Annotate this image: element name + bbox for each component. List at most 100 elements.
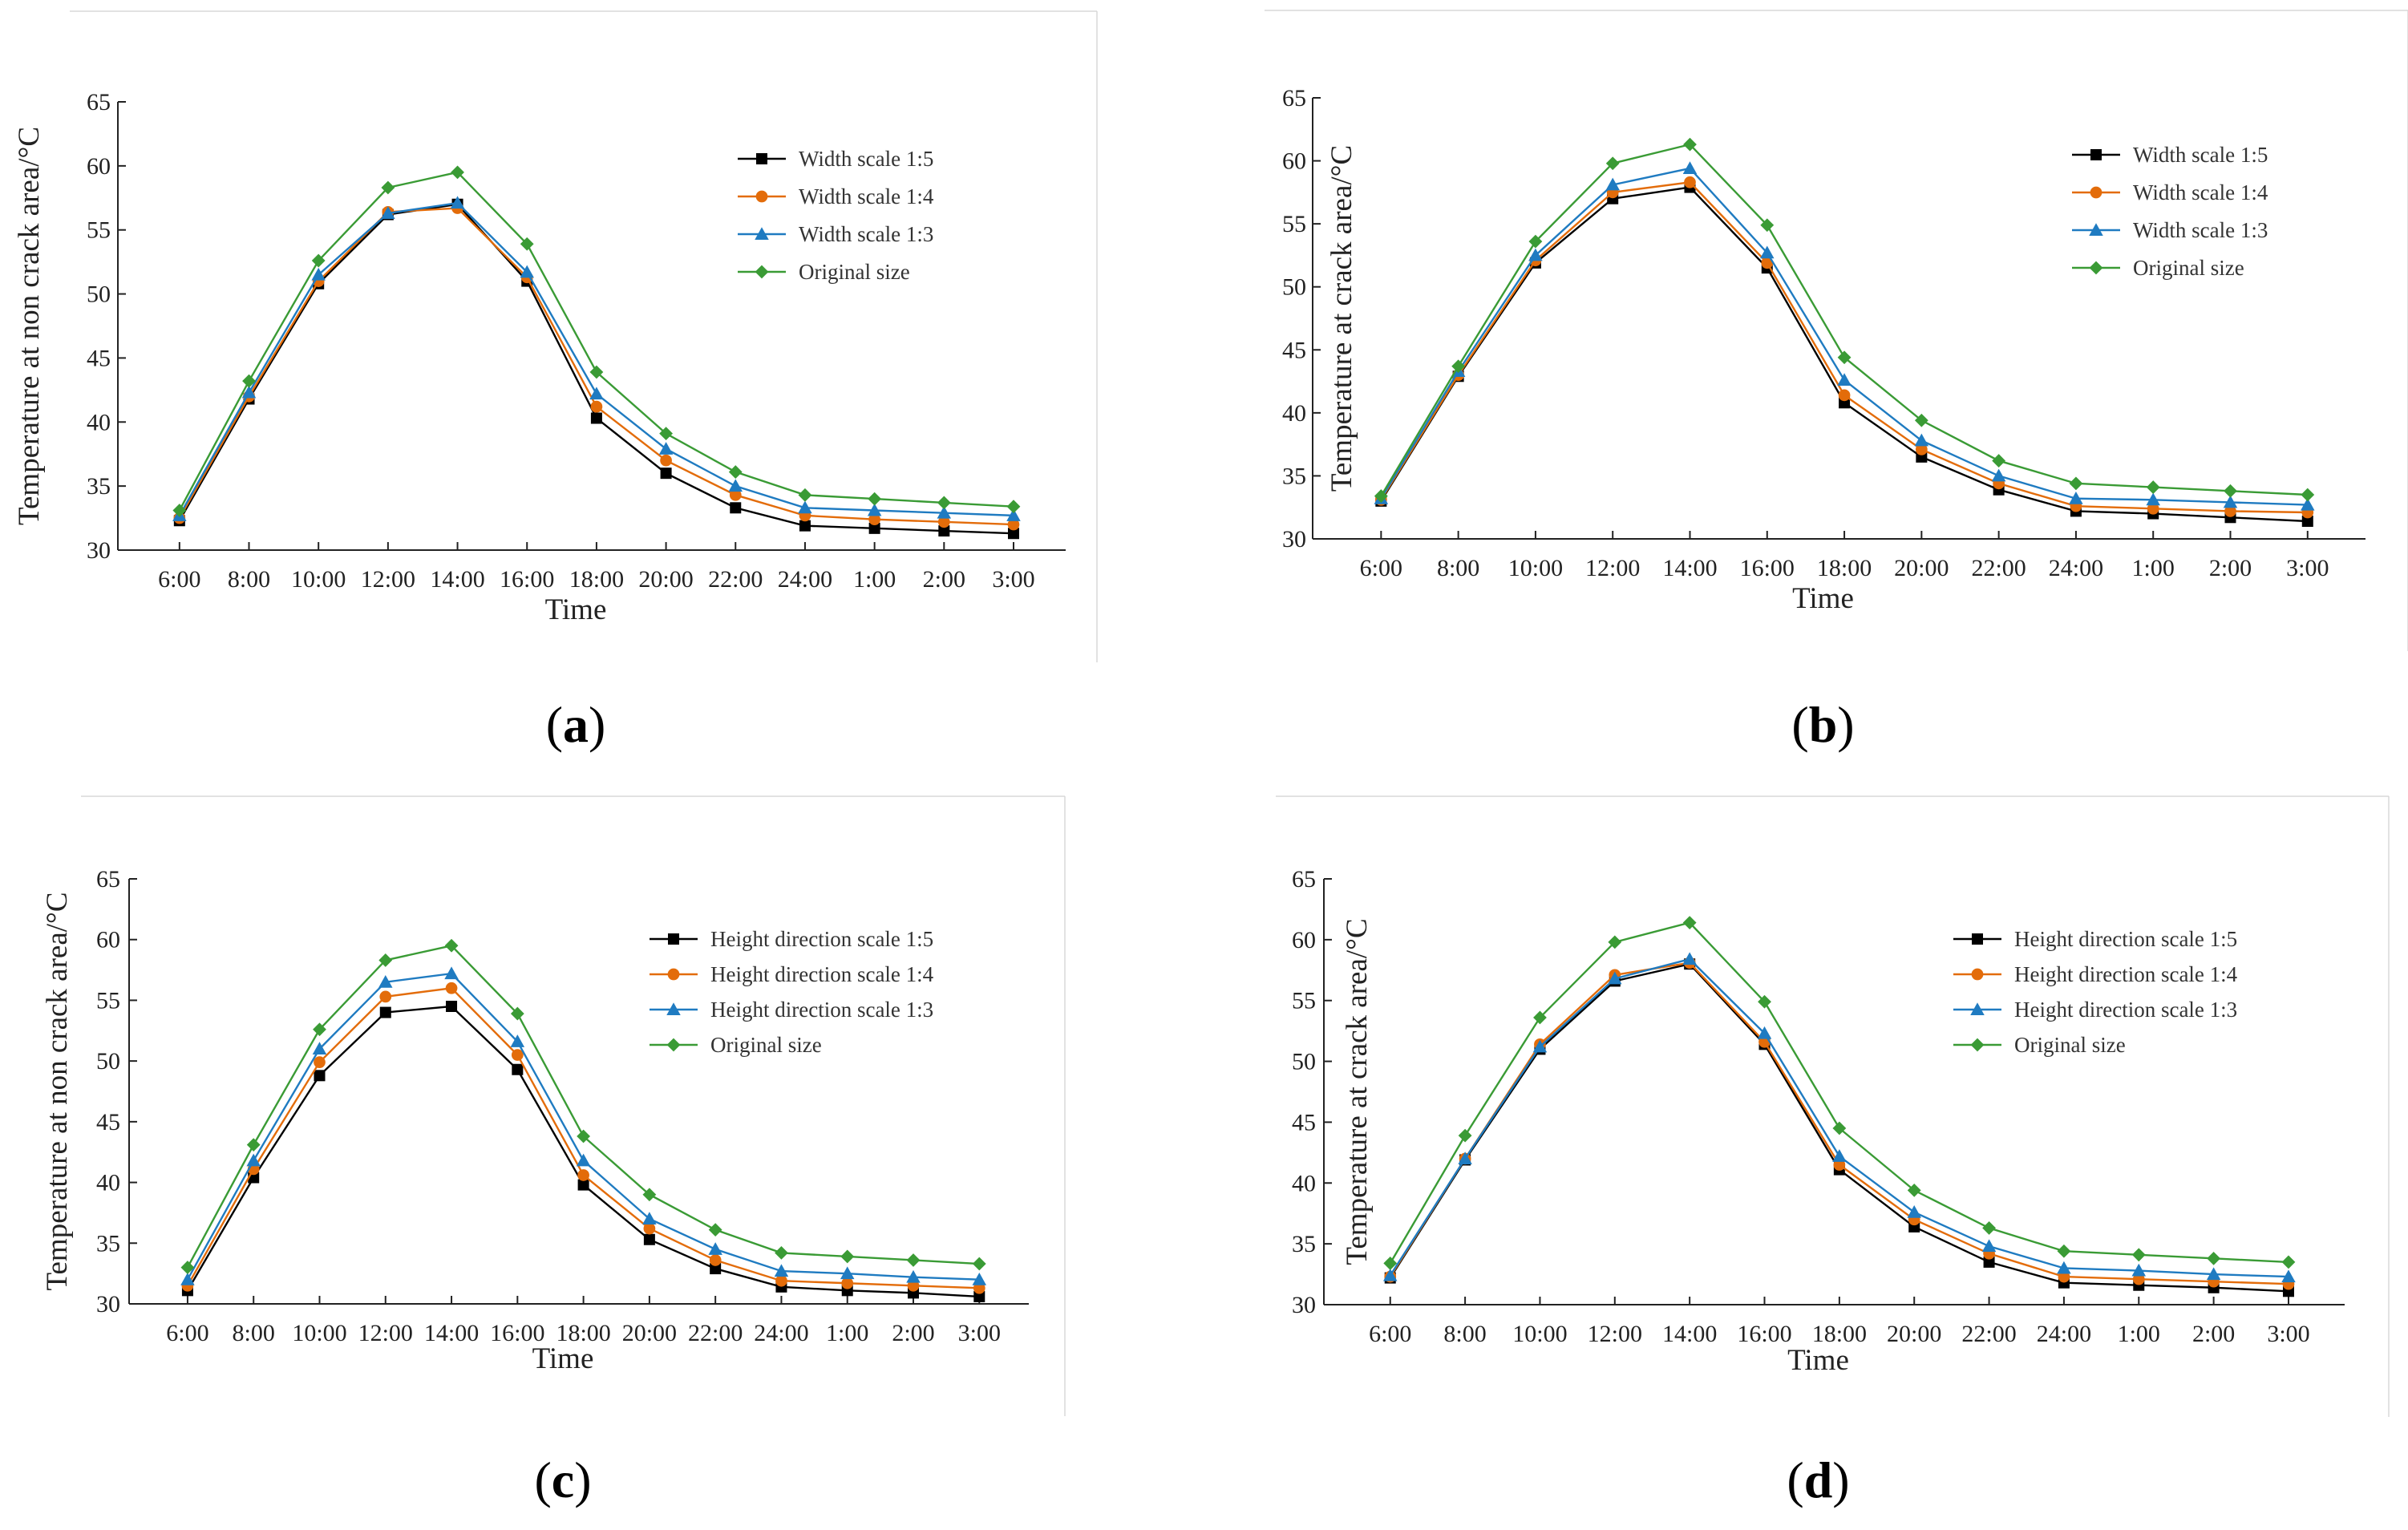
marker-circle	[667, 968, 680, 981]
x-tick-label: 10:00	[1512, 1321, 1567, 1347]
marker-square	[730, 502, 742, 514]
x-tick-label: 18:00	[1812, 1321, 1867, 1347]
axes: 30 35 40 45 50 55 60 65 6:00 8:00 10:00 12:00 14:00 1…	[1282, 85, 2366, 581]
marker-triangle	[1970, 1002, 1985, 1015]
y-tick-label: 50	[87, 281, 111, 308]
marker-circle	[868, 513, 880, 526]
marker-diamond	[381, 180, 395, 195]
marker-diamond	[937, 496, 951, 510]
marker-triangle	[642, 1212, 657, 1224]
marker-triangle	[906, 1269, 921, 1283]
marker-diamond	[798, 488, 812, 502]
y-tick-label: 50	[1282, 274, 1306, 301]
marker-triangle	[381, 206, 395, 219]
marker-circle	[1838, 389, 1851, 402]
x-tick-label: 2:00	[923, 566, 965, 593]
marker-diamond	[2301, 488, 2315, 502]
y-tick-label: 30	[1282, 526, 1306, 552]
marker-square	[379, 1006, 391, 1018]
y-tick-label: 60	[1282, 148, 1306, 175]
marker-triangle	[241, 385, 257, 399]
marker-triangle	[840, 1266, 855, 1280]
legend-item: Original size	[738, 260, 910, 284]
y-tick-label: 45	[96, 1109, 120, 1135]
marker-triangle	[312, 1042, 327, 1054]
legend-item: Height direction scale 1:3	[650, 998, 933, 1022]
series-line	[186, 1005, 980, 1298]
series-3	[180, 938, 986, 1274]
marker-diamond	[1533, 1010, 1547, 1025]
marker-square	[314, 1070, 326, 1082]
marker-triangle	[2146, 492, 2160, 506]
marker-triangle	[520, 265, 534, 278]
y-tick-label: 35	[1292, 1231, 1316, 1257]
x-tick-label: 6:00	[166, 1320, 208, 1346]
legend-item: Width scale 1:4	[738, 184, 934, 208]
x-tick-label: 12:00	[1588, 1321, 1642, 1347]
legend-item: Width scale 1:4	[2072, 180, 2268, 204]
marker-diamond	[242, 374, 256, 388]
marker-diamond	[2207, 1251, 2221, 1265]
marker-diamond	[1992, 454, 2006, 468]
marker-circle	[511, 1049, 524, 1061]
marker-square	[868, 522, 880, 534]
legend-label: Original size	[2014, 1033, 2126, 1057]
axes: 30 35 40 45 50 55 60 65 6:00 8:00 10:00 12:00 14:00 1…	[1292, 866, 2345, 1347]
x-tick-label: 12:00	[358, 1320, 413, 1346]
panel-label-open-paren: (	[546, 696, 563, 753]
marker-diamond	[728, 465, 743, 479]
x-axis-title: Time	[1787, 1344, 1849, 1377]
x-tick-label: 14:00	[424, 1320, 479, 1346]
legend-label: Width scale 1:5	[2133, 143, 2268, 167]
marker-circle	[729, 488, 742, 501]
marker-triangle	[589, 387, 604, 400]
panel-label: (a)	[546, 696, 606, 753]
x-tick-label: 8:00	[228, 566, 270, 593]
x-tick-label: 10:00	[1508, 555, 1563, 581]
marker-diamond	[708, 1223, 722, 1237]
y-tick-label: 65	[1292, 866, 1316, 892]
marker-diamond	[755, 265, 769, 279]
y-tick-label: 50	[1292, 1049, 1316, 1075]
marker-circle	[841, 1277, 854, 1289]
legend-label: Width scale 1:3	[799, 222, 933, 246]
panel-label: (d)	[1787, 1451, 1849, 1508]
x-tick-label: 6:00	[1360, 555, 1402, 581]
panel-label: (c)	[534, 1451, 591, 1508]
marker-triangle	[1532, 1039, 1548, 1053]
marker-square	[668, 933, 679, 945]
marker-diamond	[2057, 1244, 2071, 1258]
panel-b: 30 35 40 45 50 55 60 65 6:00 8:00 10:00 12:00 14:00 1…	[1204, 0, 2408, 765]
marker-triangle	[1837, 373, 1852, 386]
legend: Width scale 1:5 Width scale 1:4 Width scal…	[2072, 143, 2268, 280]
marker-diamond	[246, 1138, 261, 1152]
y-tick-label: 40	[96, 1170, 120, 1196]
legend-item: Height direction scale 1:4	[650, 962, 934, 986]
marker-triangle	[1528, 248, 1543, 261]
series-2	[172, 196, 1021, 521]
series-3	[172, 165, 1021, 517]
marker-circle	[1761, 257, 1774, 269]
panel-label-close-paren: )	[589, 696, 605, 753]
x-axis-title: Time	[532, 1342, 594, 1375]
y-tick-label: 55	[1282, 211, 1306, 237]
marker-triangle	[1605, 177, 1620, 191]
y-tick-label: 45	[1282, 337, 1306, 363]
series-2	[1374, 161, 2315, 511]
x-tick-label: 2:00	[2192, 1321, 2235, 1347]
x-tick-label: 1:00	[826, 1320, 868, 1346]
marker-diamond	[510, 1006, 524, 1021]
x-tick-label: 6:00	[1369, 1321, 1411, 1347]
x-tick-label: 3:00	[958, 1320, 1001, 1346]
marker-square	[938, 525, 950, 537]
chart-svg: 30 35 40 45 50 55 60 65 6:00 8:00 10:00 12:00 14:00 1…	[1265, 10, 2408, 753]
marker-diamond	[1683, 137, 1697, 152]
legend-item: Width scale 1:5	[738, 147, 933, 171]
y-tick-label: 55	[96, 987, 120, 1014]
y-tick-label: 55	[1292, 988, 1316, 1014]
x-axis-title: Time	[1792, 582, 1854, 615]
y-tick-label: 30	[1292, 1292, 1316, 1318]
marker-diamond	[1760, 218, 1775, 233]
legend-label: Original size	[799, 260, 910, 284]
chart-svg: 30 35 40 45 50 55 60 65 6:00 8:00 10:00 12:00 14:00 1…	[13, 10, 1098, 753]
